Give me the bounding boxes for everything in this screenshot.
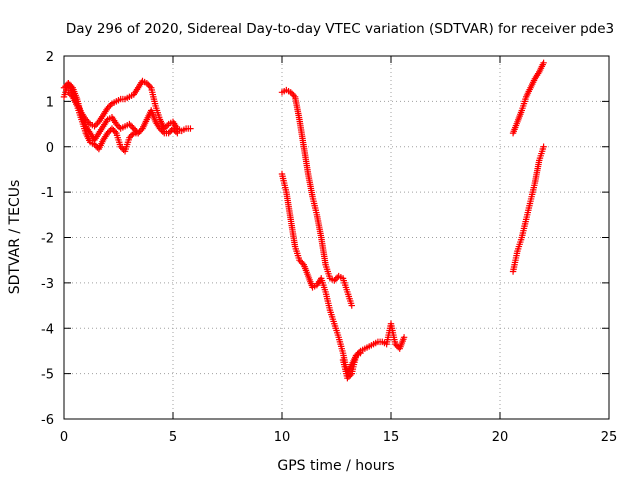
data-point — [104, 129, 111, 137]
data-point — [332, 275, 339, 283]
x-axis-label: GPS time / hours — [277, 458, 394, 474]
data-point — [84, 117, 91, 125]
data-point — [288, 90, 296, 98]
data-point — [287, 89, 294, 96]
data-point — [107, 101, 114, 109]
x-tick-label: 0 — [60, 430, 68, 445]
data-point — [105, 103, 113, 110]
x-tick-label: 5 — [169, 430, 177, 445]
data-point — [165, 129, 172, 137]
x-axis: 0 5 10 15 20 25 — [60, 56, 617, 445]
data-point — [126, 134, 133, 141]
y-tick-label: -5 — [41, 368, 54, 383]
data-point — [331, 277, 338, 284]
data-point — [145, 81, 152, 88]
data-point — [345, 373, 353, 380]
data-point — [129, 123, 136, 131]
data-point — [174, 129, 181, 137]
y-tick-label: -2 — [41, 232, 54, 247]
data-point — [91, 123, 98, 130]
data-point — [94, 120, 101, 127]
data-point — [62, 83, 69, 90]
y-tick-label: -1 — [41, 186, 54, 201]
data-point — [400, 334, 408, 341]
data-point — [127, 122, 135, 129]
data-point — [108, 125, 116, 132]
data-point — [104, 104, 111, 112]
data-point — [126, 120, 133, 128]
x-tick-label: 25 — [601, 430, 618, 445]
data-point — [111, 128, 119, 135]
data-point — [114, 122, 121, 129]
data-point — [143, 80, 151, 87]
data-point — [357, 350, 364, 357]
data-point — [132, 126, 139, 134]
data-point — [134, 129, 142, 137]
data-point — [68, 92, 75, 99]
data-point — [163, 122, 171, 129]
data-point — [117, 143, 124, 150]
data-point — [105, 128, 113, 135]
y-tick-label: 1 — [46, 95, 54, 110]
y-tick-label: 2 — [46, 50, 54, 65]
data-point — [347, 371, 354, 379]
data-point — [172, 128, 180, 135]
data-point — [66, 90, 74, 98]
data-point — [162, 123, 169, 131]
data-points — [60, 59, 547, 382]
y-tick-label: 0 — [46, 141, 54, 156]
data-point — [146, 83, 153, 90]
data-point — [166, 128, 174, 135]
chart-title: Day 296 of 2020, Sidereal Day-to-day VTE… — [66, 21, 614, 37]
data-point — [392, 340, 399, 348]
data-point — [91, 141, 98, 148]
data-point — [393, 342, 401, 349]
data-point — [85, 119, 92, 126]
data-point — [92, 121, 100, 129]
data-point — [299, 260, 306, 267]
data-point — [113, 120, 120, 128]
data-point — [296, 256, 303, 264]
data-point — [159, 128, 167, 135]
data-point — [65, 89, 72, 96]
data-point — [344, 374, 351, 382]
x-tick-label: 20 — [492, 430, 509, 445]
y-axis-label: SDTVAR / TECUs — [7, 180, 23, 295]
data-point — [129, 131, 136, 138]
data-point — [137, 126, 145, 134]
x-tick-label: 15 — [383, 430, 400, 445]
data-point — [127, 132, 135, 140]
grid — [64, 56, 609, 419]
data-point — [110, 126, 117, 134]
data-point — [92, 142, 100, 150]
data-point — [540, 143, 547, 150]
x-tick-label: 10 — [274, 430, 291, 445]
y-axis: -6 -5 -4 -3 -2 -1 0 1 2 — [41, 50, 609, 428]
data-point — [158, 126, 165, 134]
data-point — [60, 84, 68, 91]
data-point — [540, 59, 547, 67]
data-point — [171, 126, 178, 134]
y-tick-label: -4 — [41, 322, 54, 337]
y-tick-label: -6 — [41, 413, 54, 428]
data-point — [118, 145, 126, 152]
data-point — [297, 258, 305, 265]
data-point — [156, 125, 164, 132]
data-point — [187, 125, 194, 132]
data-point — [136, 128, 143, 135]
y-tick-label: -3 — [41, 277, 54, 292]
data-point — [348, 302, 355, 309]
data-point — [169, 125, 177, 132]
data-point — [290, 92, 297, 99]
